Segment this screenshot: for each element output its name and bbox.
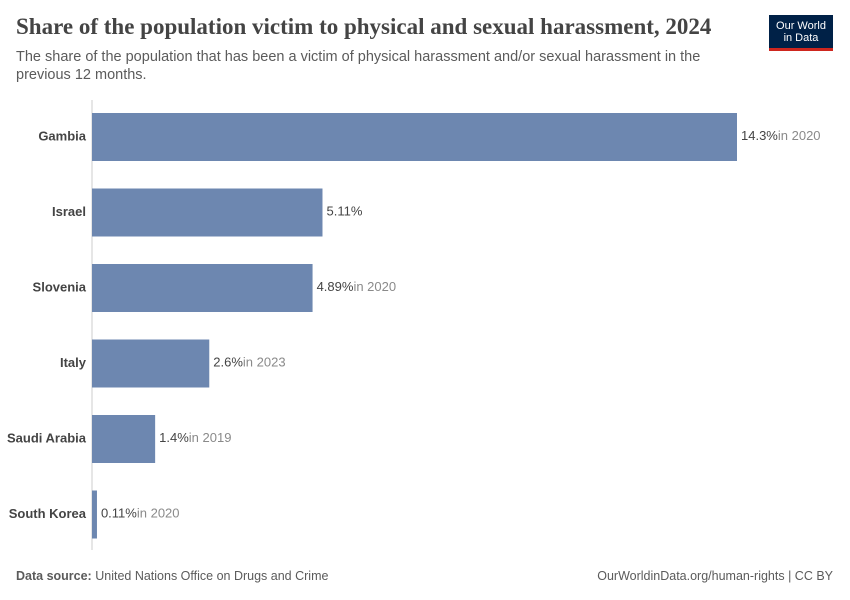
value-note: in 2020 bbox=[353, 279, 396, 294]
logo-line: in Data bbox=[783, 32, 819, 44]
value-label-group: 4.89%in 2020 bbox=[317, 279, 397, 294]
value-label-group: 1.4%in 2019 bbox=[159, 430, 231, 445]
y-tick-label: Saudi Arabia bbox=[7, 430, 87, 445]
value-label-group: 14.3%in 2020 bbox=[741, 128, 821, 143]
value-note: in 2020 bbox=[137, 506, 180, 521]
value-label-group: 0.11%in 2020 bbox=[101, 506, 180, 521]
value-label: 4.89% bbox=[317, 279, 354, 294]
footer-link[interactable]: OurWorldinData.org/human-rights | CC BY bbox=[597, 569, 833, 583]
bar bbox=[92, 113, 737, 161]
value-note: in 2023 bbox=[243, 355, 286, 370]
value-label: 2.6% bbox=[213, 355, 243, 370]
bar bbox=[92, 188, 323, 237]
y-tick-label: Israel bbox=[52, 204, 86, 219]
value-label: 0.11% bbox=[101, 506, 137, 521]
y-tick-label: Italy bbox=[60, 355, 87, 370]
value-label: 5.11% bbox=[326, 204, 362, 219]
source-label: Data source: bbox=[16, 569, 92, 583]
chart-title: Share of the population victim to physic… bbox=[16, 14, 712, 39]
bar bbox=[92, 339, 210, 388]
source-text: United Nations Office on Drugs and Crime bbox=[95, 569, 329, 583]
y-tick-label: South Korea bbox=[9, 506, 87, 521]
value-label-group: 2.6%in 2023 bbox=[213, 355, 285, 370]
value-note: in 2019 bbox=[189, 430, 232, 445]
bar bbox=[92, 415, 156, 463]
y-tick-label: Gambia bbox=[38, 128, 86, 143]
value-label: 1.4% bbox=[159, 430, 189, 445]
value-label-group: 5.11% bbox=[326, 204, 362, 219]
value-label: 14.3% bbox=[741, 128, 778, 143]
y-tick-label: Slovenia bbox=[33, 279, 87, 294]
bar bbox=[92, 490, 97, 539]
logo[interactable]: Our World in Data bbox=[769, 15, 833, 51]
logo-line: Our World bbox=[776, 20, 826, 32]
value-note: in 2020 bbox=[778, 128, 821, 143]
source: Data source: United Nations Office on Dr… bbox=[16, 569, 328, 583]
bar bbox=[92, 264, 313, 312]
chart-subtitle: The share of the population that has bee… bbox=[16, 49, 701, 83]
